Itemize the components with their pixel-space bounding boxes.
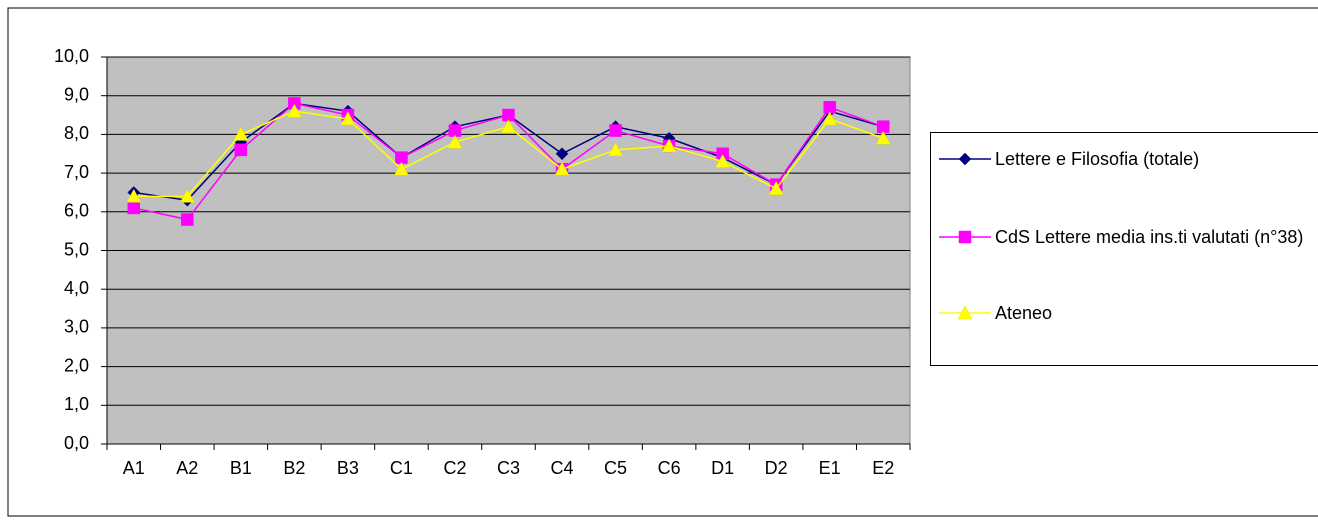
legend-label: CdS Lettere media ins.ti valutati (n°38) <box>995 227 1304 247</box>
y-tick-label: 1,0 <box>64 394 89 414</box>
y-tick-label: 6,0 <box>64 201 89 221</box>
legend-label: Lettere e Filosofia (totale) <box>995 149 1200 169</box>
legend-entry: Lettere e Filosofia (totale) <box>939 147 1199 171</box>
marker <box>447 134 463 149</box>
x-tick-label: B2 <box>283 458 305 478</box>
x-tick-label: E2 <box>872 458 894 478</box>
marker <box>768 181 784 195</box>
y-tick-label: 2,0 <box>64 355 89 375</box>
marker <box>609 124 622 137</box>
marker <box>957 305 973 320</box>
marker <box>179 188 195 203</box>
marker <box>127 201 141 215</box>
x-tick-label: D1 <box>711 458 734 478</box>
x-tick-label: B1 <box>230 458 252 478</box>
marker <box>233 126 249 141</box>
marker <box>501 119 516 133</box>
x-tick-label: C4 <box>551 458 574 478</box>
marker <box>608 142 623 157</box>
marker <box>448 124 462 137</box>
y-tick-label: 9,0 <box>64 84 89 104</box>
marker <box>234 143 248 157</box>
marker <box>394 161 409 176</box>
marker <box>958 152 972 166</box>
marker <box>716 147 729 160</box>
marker <box>395 151 408 164</box>
marker <box>181 213 194 226</box>
marker <box>554 161 570 176</box>
legend-symbol <box>939 152 991 166</box>
marker <box>340 111 356 126</box>
x-tick-label: A1 <box>123 458 145 478</box>
y-tick-label: 5,0 <box>64 239 89 259</box>
x-tick-label: C1 <box>390 458 413 478</box>
marker <box>822 111 838 126</box>
x-tick-label: C3 <box>497 458 520 478</box>
chart-border <box>7 7 1318 517</box>
marker <box>502 108 515 122</box>
legend-symbol <box>939 230 991 244</box>
legend-entry: Ateneo <box>939 301 1052 325</box>
marker <box>661 138 677 153</box>
y-tick-label: 7,0 <box>64 162 89 182</box>
marker <box>875 130 891 145</box>
marker <box>876 120 890 133</box>
x-tick-label: C2 <box>443 458 466 478</box>
legend: Lettere e Filosofia (totale) CdS Lettere … <box>930 132 1318 366</box>
marker <box>286 103 302 118</box>
x-tick-label: B3 <box>337 458 359 478</box>
x-tick-label: C5 <box>604 458 627 478</box>
marker <box>958 230 972 244</box>
x-tick-label: D2 <box>765 458 788 478</box>
y-tick-label: 4,0 <box>64 278 89 298</box>
x-tick-label: C6 <box>658 458 681 478</box>
marker <box>715 153 731 168</box>
x-tick-label: A2 <box>176 458 198 478</box>
legend-symbol <box>939 305 991 320</box>
y-tick-label: 8,0 <box>64 123 89 143</box>
legend-label: Ateneo <box>995 303 1053 323</box>
marker <box>823 101 836 114</box>
y-tick-label: 3,0 <box>64 317 89 337</box>
x-tick-label: E1 <box>819 458 841 478</box>
y-tick-label: 0,0 <box>64 433 89 453</box>
y-tick-label: 10,0 <box>54 46 89 66</box>
marker <box>555 147 569 161</box>
marker <box>126 188 142 203</box>
legend-entry: CdS Lettere media ins.ti valutati (n°38) <box>939 225 1303 249</box>
marker <box>288 97 301 110</box>
